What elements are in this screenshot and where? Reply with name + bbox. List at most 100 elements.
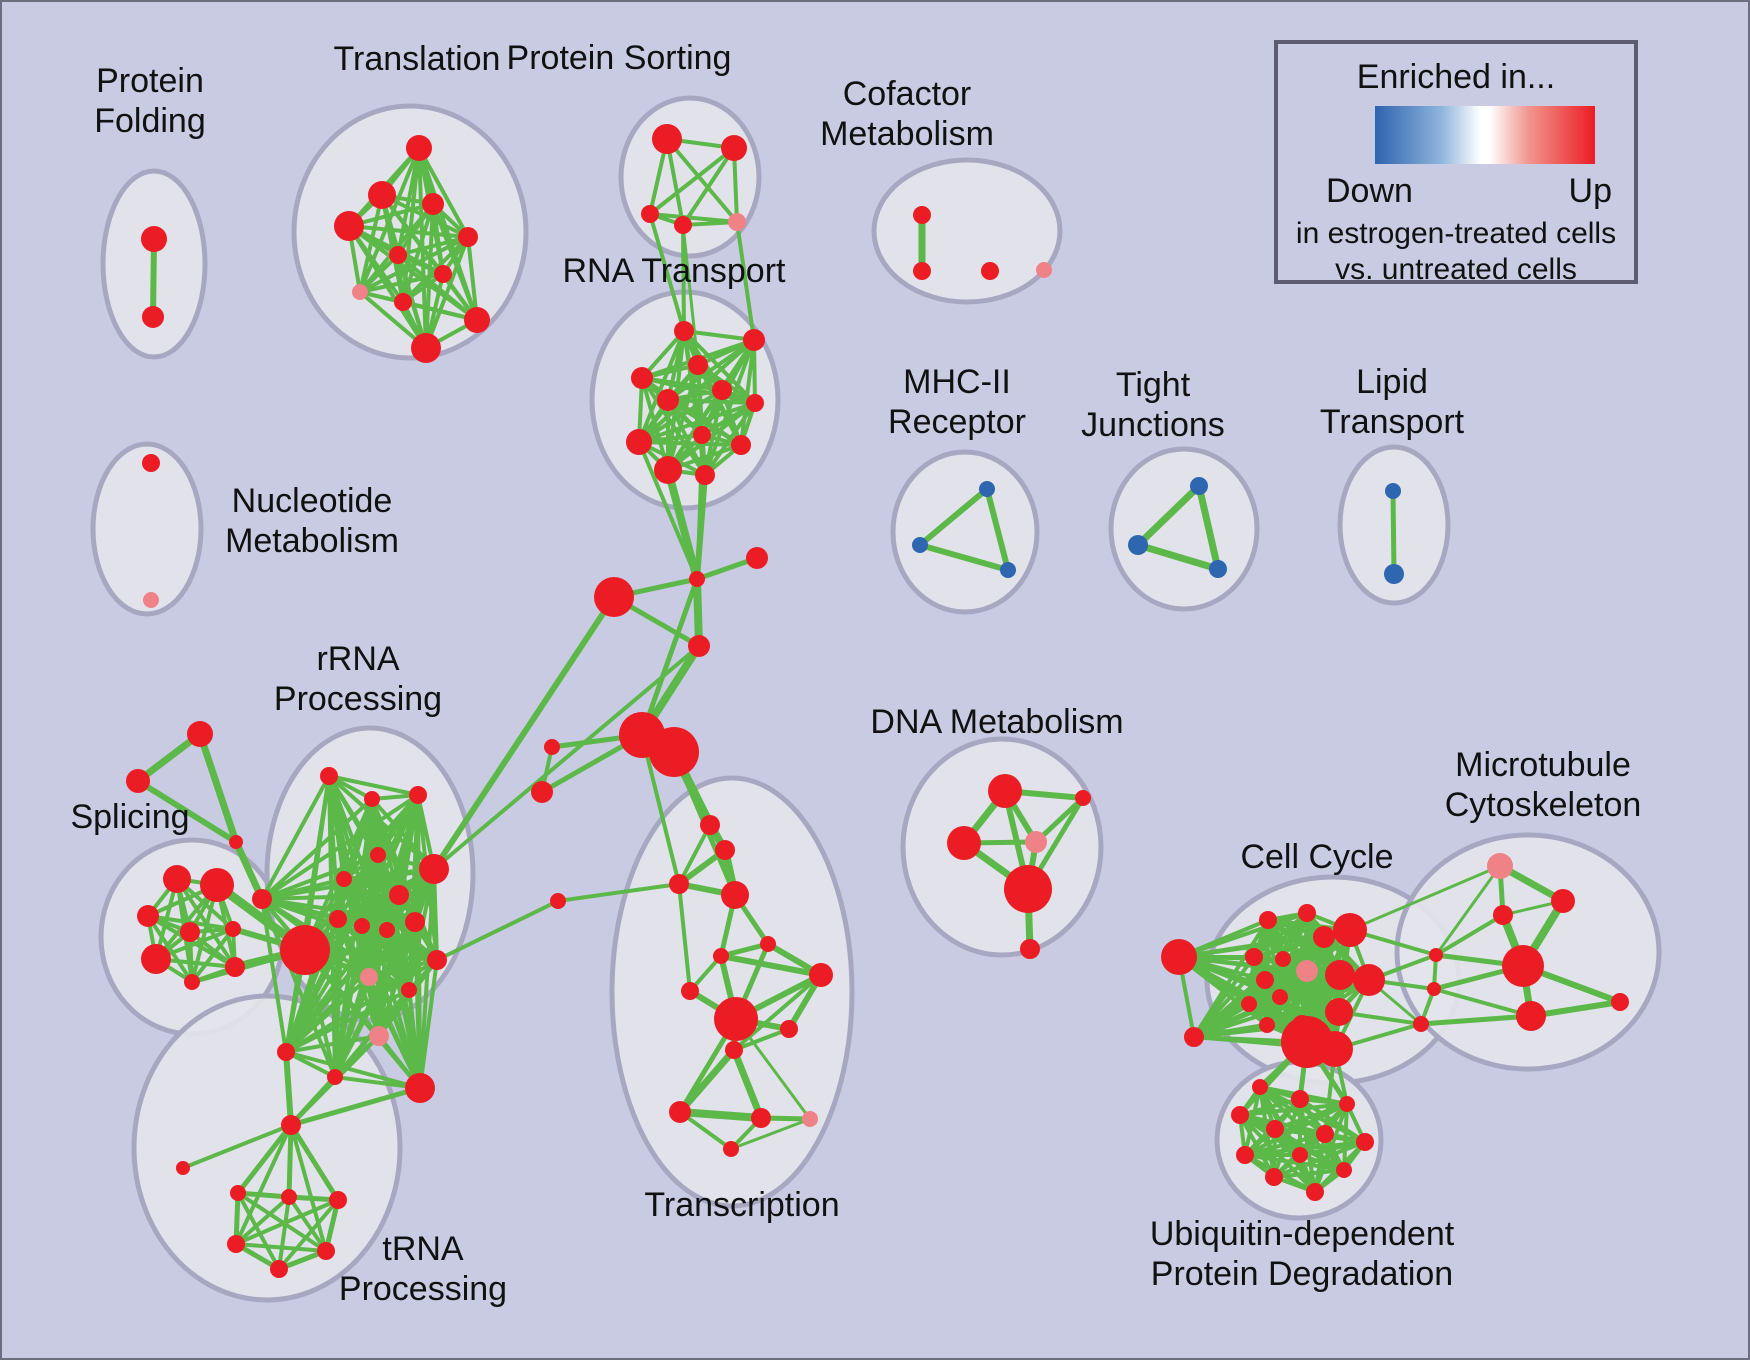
edge (917, 542, 1011, 573)
node-translation (406, 135, 432, 161)
edge (396, 253, 479, 322)
node-cell-cycle (1184, 1027, 1204, 1047)
edge (1252, 935, 1326, 959)
node-mhc2-receptor (979, 481, 995, 497)
node-microtubule-cytoskeleton (1502, 945, 1544, 987)
node-protein-folding (141, 226, 167, 252)
node-transcription (550, 893, 566, 909)
edge (666, 338, 756, 402)
node-trna-processing (329, 1191, 347, 1209)
node-ubiquitin-degradation (1252, 1079, 1268, 1095)
edge (424, 235, 470, 350)
node-rna-transport (626, 429, 652, 455)
edge (260, 793, 420, 901)
node-rrna-processing (379, 922, 395, 938)
node-cell-cycle (1161, 939, 1197, 975)
edge (260, 797, 374, 901)
edge (739, 338, 756, 447)
node-rrna-processing (364, 791, 380, 807)
cluster-label-protein-folding: Protein Folding (94, 62, 206, 140)
node-cell-cycle (1241, 996, 1257, 1012)
edge (234, 1123, 293, 1246)
node-connectors (594, 577, 634, 617)
edge (413, 920, 422, 1090)
node-cofactor-metabolism (913, 206, 931, 224)
edge (234, 1195, 291, 1246)
edge (232, 838, 266, 903)
cluster-label-mhc2-receptor: MHC-II Receptor (888, 363, 1026, 441)
node-rrna-processing (252, 889, 272, 909)
edge (288, 1085, 423, 1128)
edge (284, 924, 364, 1054)
node-transcription (809, 963, 833, 987)
cluster-label-dna-metabolism: DNA Metabolism (870, 703, 1123, 741)
node-rrna-processing (405, 912, 425, 932)
legend: Enriched in... Down Up in estrogen-treat… (1274, 40, 1638, 286)
legend-caption: in estrogen-treated cells vs. untreated … (1278, 216, 1634, 288)
edge (466, 235, 479, 322)
node-ubiquitin-degradation (1316, 1125, 1334, 1143)
cluster-label-protein-sorting: Protein Sorting (507, 39, 732, 77)
edge (333, 1034, 381, 1079)
node-translation (334, 211, 364, 241)
node-cell-cycle (1333, 913, 1367, 947)
cluster-ellipse-trna-processing (131, 993, 403, 1303)
node-tight-junctions (1128, 535, 1148, 555)
node-rna-transport (688, 355, 708, 375)
edge (1192, 1002, 1251, 1039)
node-ubiquitin-degradation (1306, 1183, 1324, 1201)
node-rna-transport (693, 426, 711, 444)
edge (284, 1050, 422, 1090)
cluster-ellipse-tight-junctions (1108, 446, 1260, 612)
node-trna-processing (317, 1242, 335, 1260)
node-cell-cycle (1259, 1017, 1275, 1033)
node-transcription (760, 936, 776, 952)
node-ubiquitin-degradation (1265, 1168, 1283, 1186)
edge (347, 224, 470, 239)
node-translation (389, 246, 407, 264)
edge (396, 253, 428, 350)
edge (284, 988, 411, 1054)
edge (1247, 1002, 1341, 1014)
node-transcription (721, 881, 749, 909)
node-lipid-transport (1385, 483, 1401, 499)
node-dna-metabolism (1004, 865, 1052, 913)
edge (150, 236, 157, 320)
node-translation (368, 181, 396, 209)
node-ubiquitin-degradation (1292, 1147, 1308, 1163)
node-dna-metabolism (1020, 939, 1040, 959)
node-transcription (715, 840, 735, 860)
node-cell-cycle (1256, 971, 1274, 989)
node-protein-sorting (641, 205, 659, 223)
node-transcription (700, 815, 720, 835)
node-cell-cycle (1296, 960, 1318, 982)
edge (676, 1046, 738, 1116)
edge (1272, 1168, 1346, 1179)
edge (1243, 1132, 1327, 1157)
node-connectors (688, 635, 710, 657)
node-rrna-processing (401, 982, 417, 998)
node-microtubule-cytoskeleton (1427, 982, 1441, 996)
cluster-label-trna-processing: tRNA Processing (339, 1230, 507, 1308)
edge (648, 212, 686, 333)
node-cell-cycle (1272, 989, 1288, 1005)
node-ubiquitin-degradation (1291, 1090, 1309, 1108)
node-ubiquitin-degradation (1339, 1096, 1355, 1112)
edge (732, 973, 823, 1052)
node-mhc2-receptor (912, 537, 928, 553)
node-rrna-processing (405, 1073, 435, 1103)
cluster-label-lipid-transport: Lipid Transport (1320, 363, 1465, 441)
edge (648, 212, 739, 224)
edge (417, 146, 470, 239)
node-translation (411, 333, 441, 363)
node-transcription (780, 1020, 798, 1038)
node-microtubule-cytoskeleton (1551, 889, 1575, 913)
node-protein-sorting (721, 135, 747, 161)
edge (682, 329, 757, 405)
edge (730, 1046, 765, 1122)
node-splicing (163, 865, 191, 893)
node-connectors (689, 571, 705, 587)
node-translation (458, 227, 478, 247)
edge (1434, 913, 1505, 957)
node-nucleotide-metabolism (143, 592, 159, 608)
